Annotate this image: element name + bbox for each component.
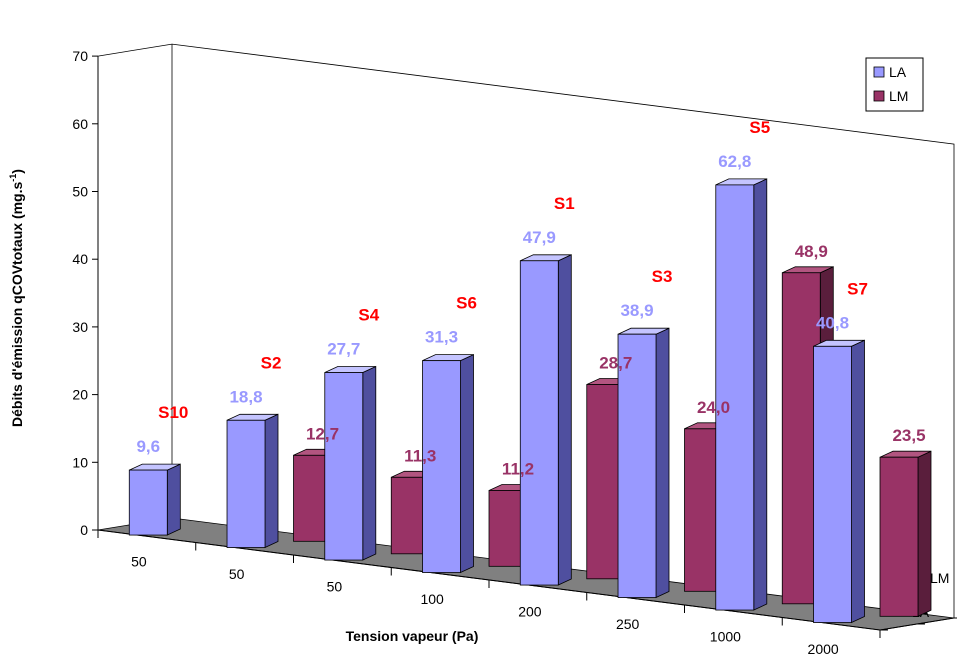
sample-label: S2: [261, 353, 282, 372]
bar-la-side: [166, 463, 181, 536]
bar-la: [617, 327, 670, 599]
data-label-lm: 48,9: [795, 242, 828, 261]
bar-la-front: [422, 360, 461, 573]
y-tick-label: 20: [72, 387, 88, 403]
bar-la-front: [617, 333, 657, 598]
bar-la-side: [851, 339, 865, 624]
legend: LA LM: [865, 57, 924, 112]
bar-lm: [879, 450, 932, 617]
y-axis-title-close: ): [9, 169, 25, 174]
data-labels: 12,7 11,3 11,2 28,7 24,0 48,9 23,5 9,6 S10 18,8 S2…: [136, 118, 925, 479]
data-label-la: 62,8: [718, 152, 751, 171]
depth-label-lm: LM: [930, 570, 949, 586]
sample-label: S7: [847, 279, 868, 298]
legend-swatch-lm: [873, 90, 885, 102]
bar-la: [422, 353, 474, 574]
chart-walls: [97, 43, 955, 618]
y-tick-label: 60: [72, 116, 88, 132]
data-label-la: 38,9: [620, 301, 653, 320]
data-label-la: 18,8: [229, 387, 262, 406]
bar-la-front: [813, 345, 852, 623]
sample-label: S10: [158, 403, 188, 422]
data-label-lm: 11,3: [404, 446, 436, 465]
data-label-la: 47,9: [523, 228, 556, 247]
sample-label: S3: [652, 267, 673, 286]
bar-la-side: [264, 413, 279, 549]
data-label-lm: 11,2: [502, 459, 534, 478]
bar-la: [813, 339, 865, 624]
wall-outline: [97, 43, 955, 618]
data-label-la: 31,3: [425, 328, 458, 347]
y-tick-label: 40: [72, 251, 88, 267]
bar-la-side: [753, 178, 768, 611]
x-tick-label: 50: [327, 578, 343, 594]
bar-lm-side: [917, 450, 932, 617]
bar-la: [715, 178, 768, 611]
y-axis-title-main: Débits d'émission qCOVtotaux (mg.s: [9, 182, 25, 427]
data-label-la: 40,8: [816, 313, 849, 332]
bar-la-front: [324, 372, 364, 561]
bar-la-front: [128, 469, 168, 536]
bar-la-side: [655, 327, 670, 599]
x-tick-label: 50: [229, 566, 245, 582]
x-tick-label: 50: [131, 553, 147, 569]
y-axis-title: Débits d'émission qCOVtotaux (mg.s-1): [8, 169, 25, 427]
x-tick-label: 100: [420, 591, 444, 607]
y-tick-label: 10: [72, 454, 88, 470]
sample-label: S6: [456, 294, 477, 313]
bar-la: [519, 254, 572, 586]
legend-label-la: LA: [889, 64, 907, 80]
data-label-la: 9,6: [136, 437, 160, 456]
y-axis-title-superscript: -1: [8, 174, 18, 182]
data-label-lm: 24,0: [697, 398, 730, 417]
sample-label: S5: [749, 118, 770, 137]
y-tick-label: 30: [72, 319, 88, 335]
sample-label: S4: [358, 306, 379, 325]
bar-la-front: [715, 184, 755, 611]
y-tick-label: 0: [80, 522, 88, 538]
legend-label-lm: LM: [889, 88, 908, 104]
sample-label: S1: [554, 194, 575, 213]
bar-la: [324, 365, 377, 561]
bar-la-side: [362, 365, 377, 561]
bars: [128, 178, 932, 624]
x-axis-title: Tension vapeur (Pa): [346, 628, 479, 644]
bar-la-side: [460, 353, 474, 574]
data-label-la: 27,7: [327, 340, 360, 359]
bar-la: [226, 413, 279, 549]
bar-la-front: [519, 260, 559, 586]
legend-swatch-la: [873, 66, 885, 78]
data-label-lm: 28,7: [599, 354, 632, 373]
bar-la-front: [226, 419, 266, 548]
bar-la-side: [557, 254, 572, 586]
bar-lm-front: [879, 456, 919, 617]
x-tick-label: 1000: [710, 628, 741, 644]
x-tick-label: 250: [616, 616, 640, 632]
bar-la: [128, 463, 181, 536]
y-tick-label: 70: [72, 48, 88, 64]
y-axis: 0 10 20 30 40 50 60 70: [72, 48, 99, 538]
x-tick-label: 2000: [808, 641, 839, 657]
data-label-lm: 23,5: [892, 426, 925, 445]
y-tick-label: 50: [72, 184, 88, 200]
data-label-lm: 12,7: [306, 424, 339, 443]
x-tick-label: 200: [518, 603, 542, 619]
